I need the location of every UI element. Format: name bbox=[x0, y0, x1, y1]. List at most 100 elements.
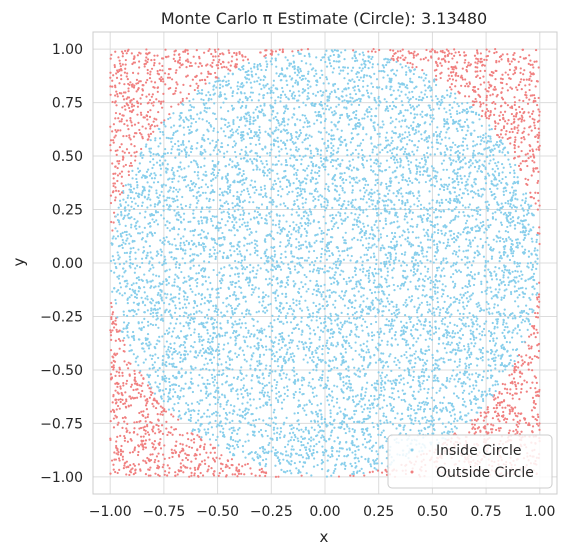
point-inside-circle bbox=[129, 256, 131, 258]
point-inside-circle bbox=[376, 246, 378, 248]
point-outside-circle bbox=[457, 75, 459, 77]
point-inside-circle bbox=[367, 349, 369, 351]
point-inside-circle bbox=[148, 194, 150, 196]
point-inside-circle bbox=[483, 309, 485, 311]
point-inside-circle bbox=[378, 268, 380, 270]
point-inside-circle bbox=[223, 252, 225, 254]
point-inside-circle bbox=[153, 164, 155, 166]
point-outside-circle bbox=[501, 393, 503, 395]
point-inside-circle bbox=[273, 411, 275, 413]
point-inside-circle bbox=[177, 248, 179, 250]
point-inside-circle bbox=[441, 163, 443, 165]
point-outside-circle bbox=[152, 104, 154, 106]
point-outside-circle bbox=[535, 60, 537, 62]
point-inside-circle bbox=[342, 70, 344, 72]
point-inside-circle bbox=[277, 282, 279, 284]
point-outside-circle bbox=[514, 384, 516, 386]
point-inside-circle bbox=[482, 188, 484, 190]
point-outside-circle bbox=[114, 186, 116, 188]
point-outside-circle bbox=[164, 49, 166, 51]
point-inside-circle bbox=[149, 198, 151, 200]
point-inside-circle bbox=[465, 238, 467, 240]
point-inside-circle bbox=[157, 203, 159, 205]
point-inside-circle bbox=[409, 80, 411, 82]
point-inside-circle bbox=[168, 137, 170, 139]
point-outside-circle bbox=[146, 61, 148, 63]
point-inside-circle bbox=[524, 249, 526, 251]
point-inside-circle bbox=[235, 266, 237, 268]
point-inside-circle bbox=[419, 432, 421, 434]
point-inside-circle bbox=[463, 228, 465, 230]
point-inside-circle bbox=[272, 422, 274, 424]
point-inside-circle bbox=[363, 166, 365, 168]
point-inside-circle bbox=[315, 352, 317, 354]
point-inside-circle bbox=[357, 226, 359, 228]
point-outside-circle bbox=[518, 398, 520, 400]
point-inside-circle bbox=[355, 149, 357, 151]
point-inside-circle bbox=[375, 297, 377, 299]
point-inside-circle bbox=[220, 363, 222, 365]
point-inside-circle bbox=[258, 362, 260, 364]
point-inside-circle bbox=[254, 252, 256, 254]
point-outside-circle bbox=[120, 78, 122, 80]
point-inside-circle bbox=[147, 325, 149, 327]
point-outside-circle bbox=[498, 414, 500, 416]
point-outside-circle bbox=[121, 118, 123, 120]
point-inside-circle bbox=[297, 66, 299, 68]
point-inside-circle bbox=[333, 366, 335, 368]
point-inside-circle bbox=[267, 444, 269, 446]
point-inside-circle bbox=[334, 223, 336, 225]
point-inside-circle bbox=[352, 276, 354, 278]
point-inside-circle bbox=[473, 130, 475, 132]
point-inside-circle bbox=[227, 122, 229, 124]
point-outside-circle bbox=[114, 471, 116, 473]
point-inside-circle bbox=[313, 289, 315, 291]
point-outside-circle bbox=[114, 199, 116, 201]
point-inside-circle bbox=[449, 222, 451, 224]
point-outside-circle bbox=[175, 441, 177, 443]
point-inside-circle bbox=[231, 160, 233, 162]
point-inside-circle bbox=[252, 352, 254, 354]
point-inside-circle bbox=[321, 459, 323, 461]
point-inside-circle bbox=[418, 130, 420, 132]
point-outside-circle bbox=[204, 463, 206, 465]
point-inside-circle bbox=[145, 146, 147, 148]
point-inside-circle bbox=[426, 171, 428, 173]
point-inside-circle bbox=[401, 399, 403, 401]
point-inside-circle bbox=[135, 282, 137, 284]
point-outside-circle bbox=[529, 89, 531, 91]
point-inside-circle bbox=[467, 193, 469, 195]
point-inside-circle bbox=[307, 80, 309, 82]
point-inside-circle bbox=[228, 384, 230, 386]
point-inside-circle bbox=[277, 456, 279, 458]
point-outside-circle bbox=[384, 469, 386, 471]
point-inside-circle bbox=[409, 429, 411, 431]
point-inside-circle bbox=[475, 320, 477, 322]
point-inside-circle bbox=[493, 307, 495, 309]
point-outside-circle bbox=[117, 174, 119, 176]
point-inside-circle bbox=[501, 203, 503, 205]
point-inside-circle bbox=[261, 217, 263, 219]
point-inside-circle bbox=[216, 321, 218, 323]
point-outside-circle bbox=[521, 359, 523, 361]
point-inside-circle bbox=[210, 300, 212, 302]
point-inside-circle bbox=[450, 154, 452, 156]
point-inside-circle bbox=[535, 268, 537, 270]
point-inside-circle bbox=[182, 257, 184, 259]
point-inside-circle bbox=[525, 197, 527, 199]
point-outside-circle bbox=[538, 97, 540, 99]
point-inside-circle bbox=[509, 222, 511, 224]
point-inside-circle bbox=[431, 199, 433, 201]
point-inside-circle bbox=[358, 367, 360, 369]
point-inside-circle bbox=[174, 143, 176, 145]
point-outside-circle bbox=[127, 87, 129, 89]
point-inside-circle bbox=[479, 209, 481, 211]
point-outside-circle bbox=[210, 467, 212, 469]
point-outside-circle bbox=[264, 475, 266, 477]
point-inside-circle bbox=[244, 125, 246, 127]
point-inside-circle bbox=[146, 374, 148, 376]
point-outside-circle bbox=[421, 69, 423, 71]
point-inside-circle bbox=[196, 278, 198, 280]
point-inside-circle bbox=[407, 240, 409, 242]
point-inside-circle bbox=[305, 241, 307, 243]
